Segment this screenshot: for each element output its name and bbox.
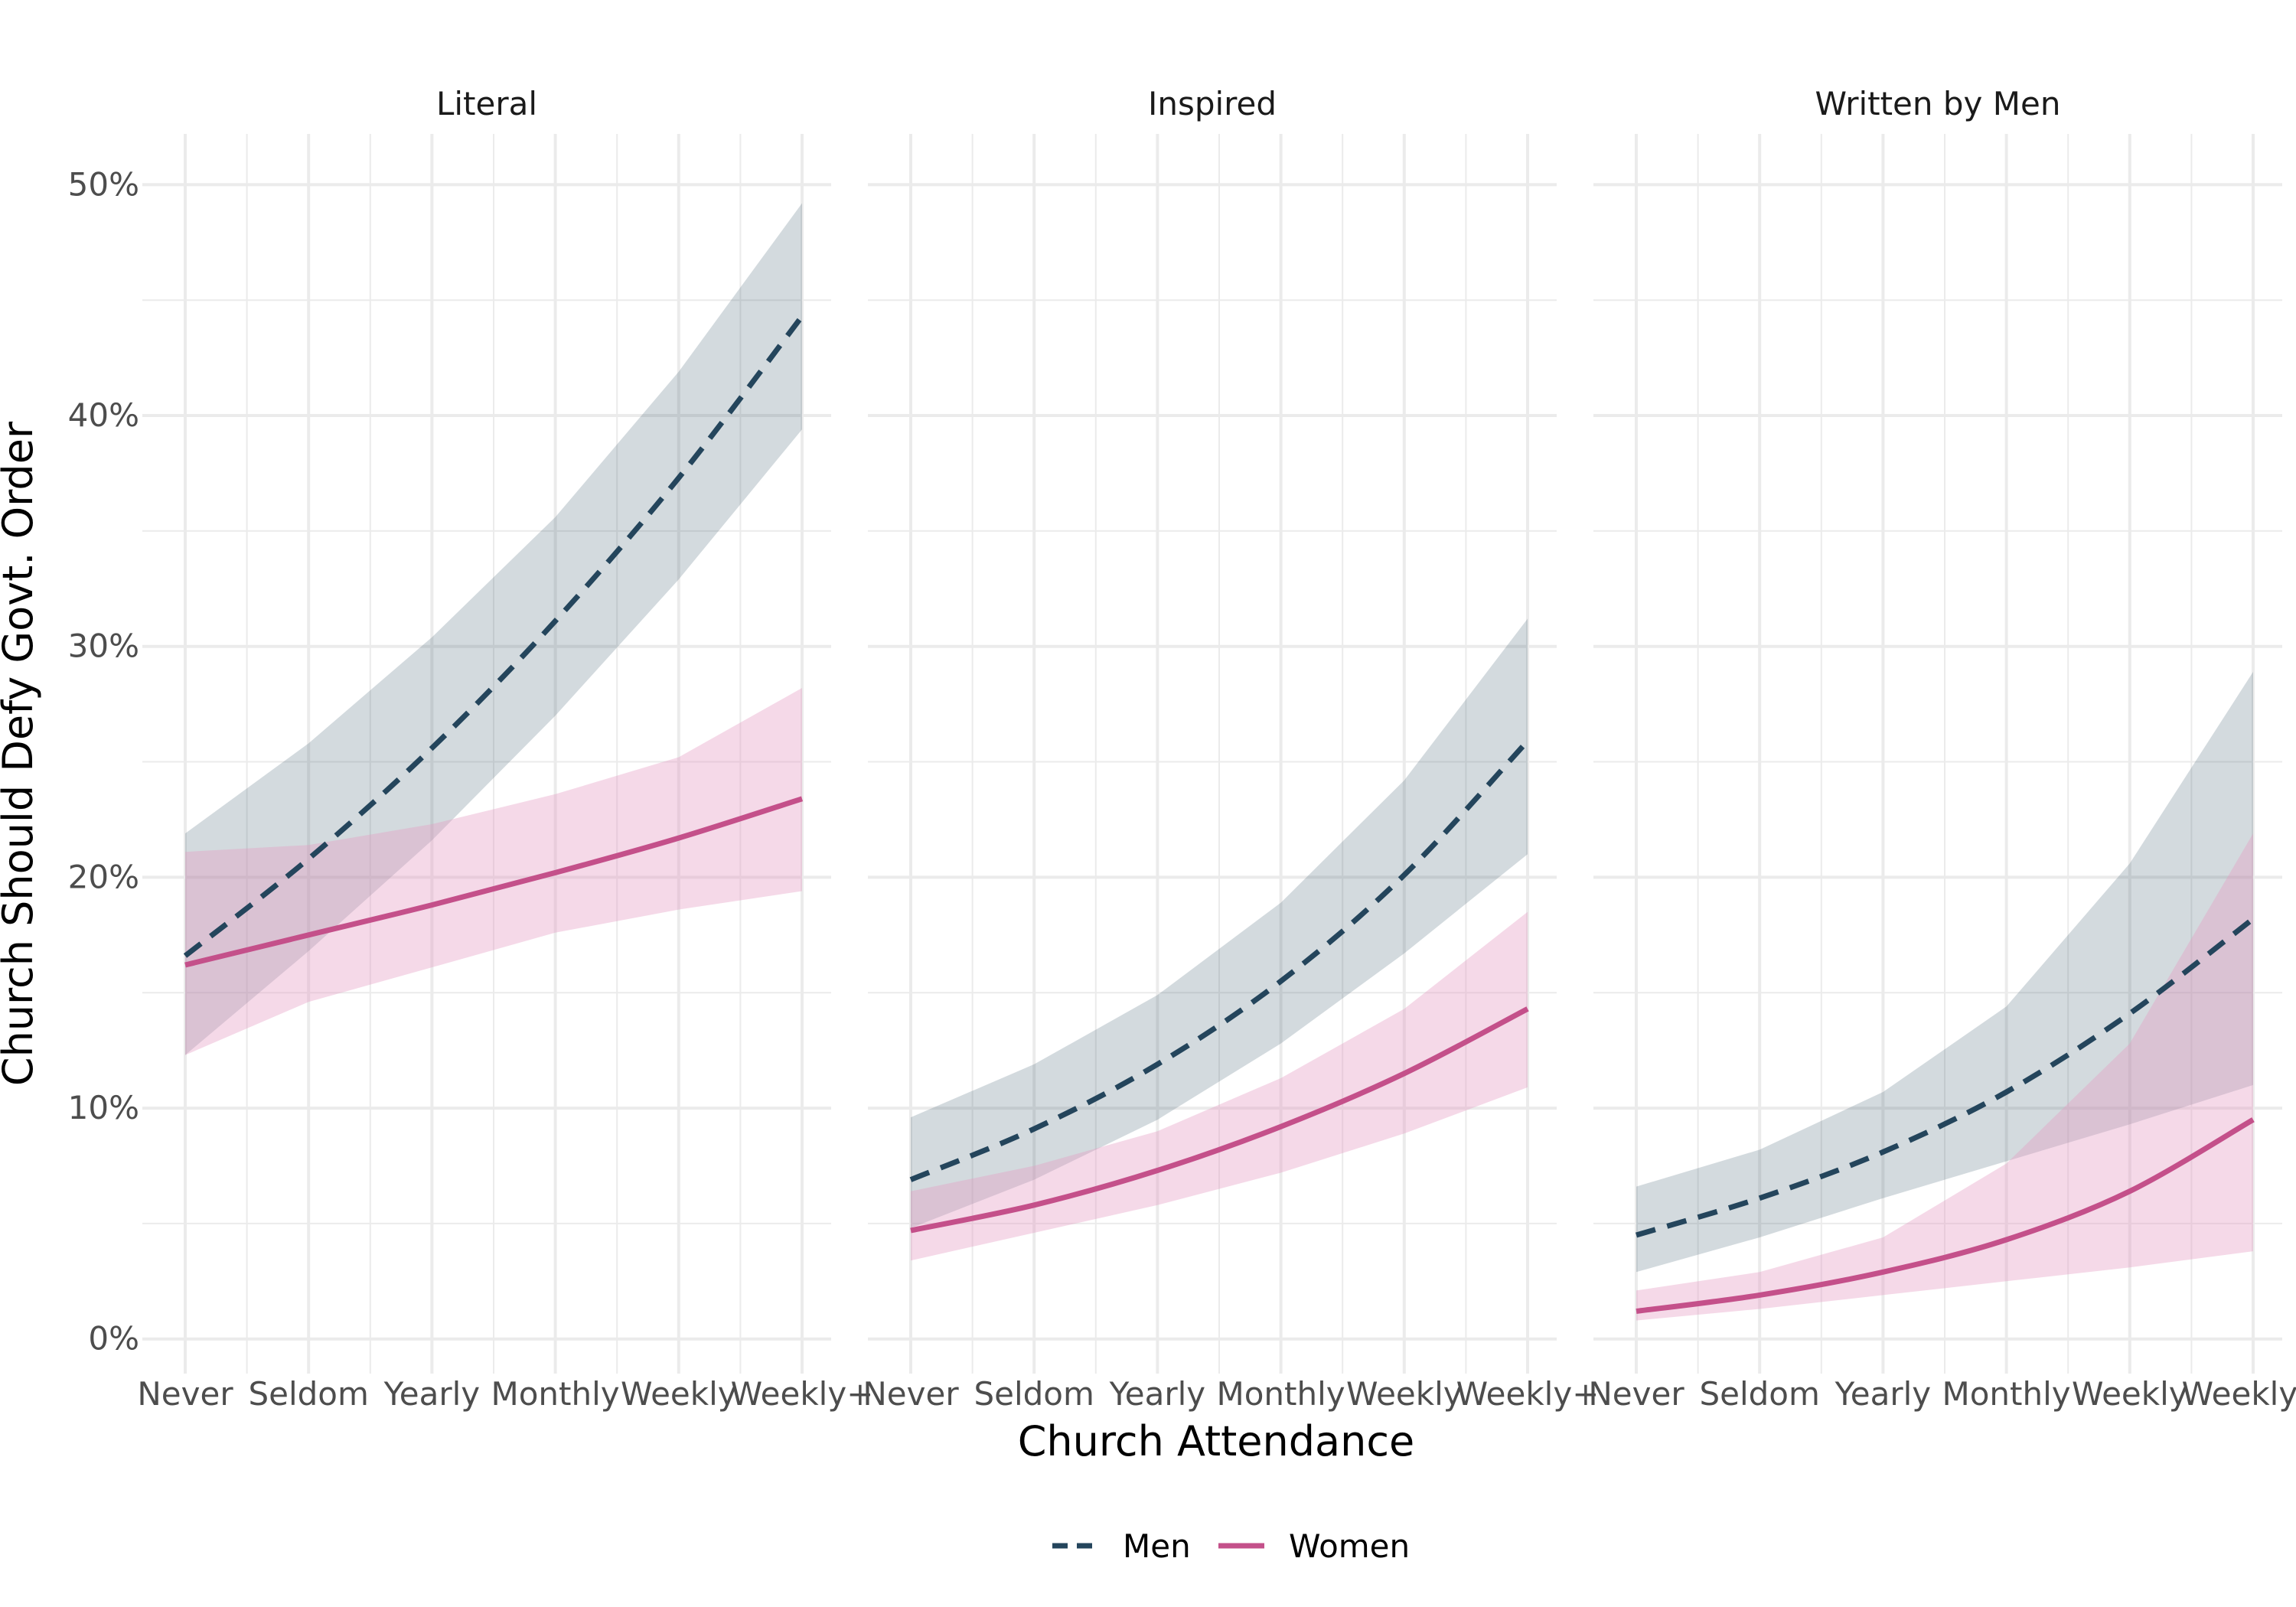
ribbon-women: [911, 911, 1528, 1261]
ribbon-men: [185, 203, 802, 1055]
y-tick-label: 10%: [68, 1089, 139, 1126]
line-women: [184, 796, 804, 968]
line-men: [1635, 916, 2255, 1238]
x-axis-title: Church Attendance: [1018, 1417, 1415, 1465]
x-tick-label: Weekly: [1346, 1375, 1463, 1413]
x-tick-label: Weekly+: [1456, 1375, 1600, 1413]
x-tick-label: Monthly: [1217, 1375, 1345, 1413]
x-tick-label: Monthly: [1942, 1375, 2071, 1413]
x-tick-label: Never: [863, 1375, 959, 1413]
x-tick-label: Weekly: [621, 1375, 737, 1413]
x-tick-label: Never: [1588, 1375, 1684, 1413]
line-men: [183, 315, 804, 958]
facet-title: Written by Men: [1815, 85, 2061, 122]
legend-label-men: Men: [1123, 1527, 1191, 1565]
x-tick-label: Never: [137, 1375, 233, 1413]
x-tick-label: Yearly: [1835, 1375, 1931, 1413]
y-tick-label: 30%: [68, 627, 139, 665]
x-tick-label: Yearly: [1109, 1375, 1205, 1413]
facet-title: Inspired: [1148, 85, 1277, 122]
line-men: [909, 739, 1530, 1182]
x-tick-label: Seldom: [248, 1375, 368, 1413]
legend: Men Women: [1052, 1527, 1410, 1565]
y-tick-label: 40%: [68, 396, 139, 434]
ribbon-women: [185, 688, 802, 1055]
ribbon-men: [1636, 671, 2253, 1273]
legend-label-women: Women: [1289, 1527, 1410, 1565]
line-women: [1636, 1117, 2255, 1314]
y-tick-label: 0%: [88, 1320, 139, 1358]
x-tick-label: Monthly: [491, 1375, 620, 1413]
x-tick-label: Seldom: [974, 1375, 1094, 1413]
y-tick-label: 50%: [68, 165, 139, 203]
y-tick-label: 20%: [68, 858, 139, 895]
facet-title: Literal: [436, 85, 537, 122]
panel-1: Inspired Never Seldom Yearly Monthly WeeklyWe…: [863, 85, 1599, 1413]
line-women: [910, 1006, 1529, 1234]
x-tick-label: Weekly+: [731, 1375, 874, 1413]
ribbon-men: [911, 618, 1528, 1228]
x-tick-label: Weekly: [2072, 1375, 2188, 1413]
x-tick-label: Yearly: [383, 1375, 480, 1413]
ribbon-women: [1636, 833, 2253, 1321]
panel-0: Literal Never Seldom Yearly Monthly WeeklyWee…: [137, 85, 873, 1413]
x-tick-label: Weekly+: [2182, 1375, 2296, 1413]
x-tick-label: Seldom: [1699, 1375, 1819, 1413]
y-axis-title: Church Should Defy Govt. Order: [0, 421, 42, 1086]
